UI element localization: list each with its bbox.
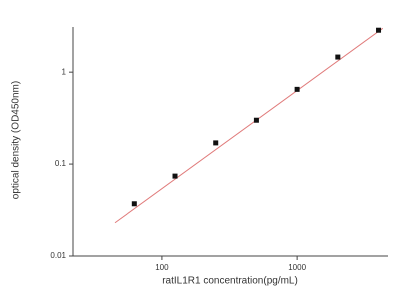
- data-point: [172, 173, 178, 179]
- y-axis-title: optical density (OD450nm): [11, 81, 22, 199]
- data-point: [376, 27, 382, 33]
- x-tick-label: 1000: [288, 263, 306, 272]
- fit-line: [114, 27, 384, 224]
- y-tick-label: 0.01: [50, 251, 66, 260]
- data-point: [213, 140, 219, 146]
- data-point: [253, 117, 259, 123]
- x-axis-title: ratIL1R1 concentration(pg/mL): [162, 276, 298, 287]
- data-point: [131, 201, 137, 207]
- data-point: [294, 86, 300, 92]
- y-tick-label: 1: [62, 67, 67, 76]
- y-tick-label: 0.1: [55, 159, 67, 168]
- x-tick-label: 100: [155, 263, 169, 272]
- data-point: [335, 54, 341, 60]
